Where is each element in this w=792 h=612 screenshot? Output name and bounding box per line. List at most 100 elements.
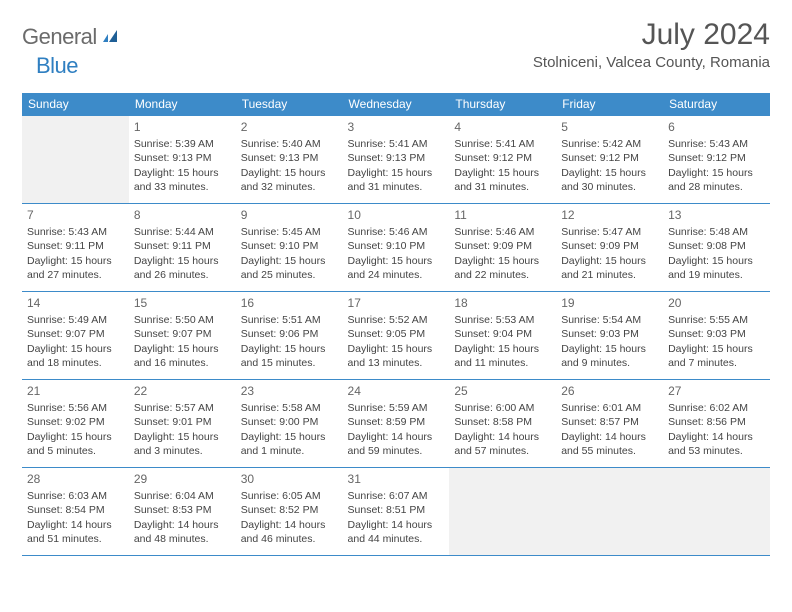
calendar-cell: 22Sunrise: 5:57 AMSunset: 9:01 PMDayligh… xyxy=(129,380,236,468)
sunset-line: Sunset: 9:10 PM xyxy=(241,239,338,253)
sunrise-line: Sunrise: 5:54 AM xyxy=(561,313,658,327)
calendar-cell: 3Sunrise: 5:41 AMSunset: 9:13 PMDaylight… xyxy=(343,116,450,204)
calendar-row: 14Sunrise: 5:49 AMSunset: 9:07 PMDayligh… xyxy=(22,292,770,380)
weekday-header: Saturday xyxy=(663,93,770,116)
calendar-cell: 30Sunrise: 6:05 AMSunset: 8:52 PMDayligh… xyxy=(236,468,343,556)
day-number: 7 xyxy=(27,207,124,223)
sunset-line: Sunset: 9:13 PM xyxy=(241,151,338,165)
calendar-row: 28Sunrise: 6:03 AMSunset: 8:54 PMDayligh… xyxy=(22,468,770,556)
day-number: 1 xyxy=(134,119,231,135)
calendar-row: 1Sunrise: 5:39 AMSunset: 9:13 PMDaylight… xyxy=(22,116,770,204)
day-number: 3 xyxy=(348,119,445,135)
sunset-line: Sunset: 9:03 PM xyxy=(668,327,765,341)
day-number: 18 xyxy=(454,295,551,311)
calendar-cell: 4Sunrise: 5:41 AMSunset: 9:12 PMDaylight… xyxy=(449,116,556,204)
sunset-line: Sunset: 9:13 PM xyxy=(134,151,231,165)
sunrise-line: Sunrise: 5:52 AM xyxy=(348,313,445,327)
sunset-line: Sunset: 8:58 PM xyxy=(454,415,551,429)
sunrise-line: Sunrise: 6:00 AM xyxy=(454,401,551,415)
sunrise-line: Sunrise: 5:53 AM xyxy=(454,313,551,327)
day-number: 22 xyxy=(134,383,231,399)
sunset-line: Sunset: 9:06 PM xyxy=(241,327,338,341)
logo-text-blue: Blue xyxy=(36,53,78,78)
calendar-cell: 8Sunrise: 5:44 AMSunset: 9:11 PMDaylight… xyxy=(129,204,236,292)
sunrise-line: Sunrise: 5:46 AM xyxy=(348,225,445,239)
day-number: 6 xyxy=(668,119,765,135)
day-number: 20 xyxy=(668,295,765,311)
calendar-cell: 26Sunrise: 6:01 AMSunset: 8:57 PMDayligh… xyxy=(556,380,663,468)
month-title: July 2024 xyxy=(533,18,770,52)
chart-icon xyxy=(101,26,121,49)
weekday-header-row: Sunday Monday Tuesday Wednesday Thursday… xyxy=(22,93,770,116)
sunset-line: Sunset: 8:52 PM xyxy=(241,503,338,517)
daylight-line: Daylight: 14 hours and 53 minutes. xyxy=(668,430,765,458)
calendar-cell: 10Sunrise: 5:46 AMSunset: 9:10 PMDayligh… xyxy=(343,204,450,292)
calendar-cell: 9Sunrise: 5:45 AMSunset: 9:10 PMDaylight… xyxy=(236,204,343,292)
day-number: 31 xyxy=(348,471,445,487)
day-number: 13 xyxy=(668,207,765,223)
sunset-line: Sunset: 9:10 PM xyxy=(348,239,445,253)
daylight-line: Daylight: 15 hours and 32 minutes. xyxy=(241,166,338,194)
daylight-line: Daylight: 15 hours and 21 minutes. xyxy=(561,254,658,282)
weekday-header: Wednesday xyxy=(343,93,450,116)
sunset-line: Sunset: 9:11 PM xyxy=(134,239,231,253)
daylight-line: Daylight: 15 hours and 33 minutes. xyxy=(134,166,231,194)
calendar-cell: 6Sunrise: 5:43 AMSunset: 9:12 PMDaylight… xyxy=(663,116,770,204)
sunset-line: Sunset: 9:00 PM xyxy=(241,415,338,429)
calendar-cell: 16Sunrise: 5:51 AMSunset: 9:06 PMDayligh… xyxy=(236,292,343,380)
logo-text-general: General xyxy=(22,24,97,50)
day-number: 25 xyxy=(454,383,551,399)
calendar-cell: 24Sunrise: 5:59 AMSunset: 8:59 PMDayligh… xyxy=(343,380,450,468)
weekday-header: Tuesday xyxy=(236,93,343,116)
daylight-line: Daylight: 14 hours and 44 minutes. xyxy=(348,518,445,546)
daylight-line: Daylight: 15 hours and 22 minutes. xyxy=(454,254,551,282)
day-number: 12 xyxy=(561,207,658,223)
calendar-cell: 20Sunrise: 5:55 AMSunset: 9:03 PMDayligh… xyxy=(663,292,770,380)
calendar-cell xyxy=(449,468,556,556)
day-number: 15 xyxy=(134,295,231,311)
sunset-line: Sunset: 9:08 PM xyxy=(668,239,765,253)
day-number: 16 xyxy=(241,295,338,311)
calendar-row: 21Sunrise: 5:56 AMSunset: 9:02 PMDayligh… xyxy=(22,380,770,468)
sunset-line: Sunset: 9:07 PM xyxy=(134,327,231,341)
sunset-line: Sunset: 9:01 PM xyxy=(134,415,231,429)
day-number: 24 xyxy=(348,383,445,399)
calendar-cell: 18Sunrise: 5:53 AMSunset: 9:04 PMDayligh… xyxy=(449,292,556,380)
sunset-line: Sunset: 9:09 PM xyxy=(561,239,658,253)
sunrise-line: Sunrise: 5:59 AM xyxy=(348,401,445,415)
sunset-line: Sunset: 9:05 PM xyxy=(348,327,445,341)
sunrise-line: Sunrise: 6:07 AM xyxy=(348,489,445,503)
sunset-line: Sunset: 9:04 PM xyxy=(454,327,551,341)
sunset-line: Sunset: 9:02 PM xyxy=(27,415,124,429)
sunrise-line: Sunrise: 5:49 AM xyxy=(27,313,124,327)
sunset-line: Sunset: 9:13 PM xyxy=(348,151,445,165)
daylight-line: Daylight: 14 hours and 46 minutes. xyxy=(241,518,338,546)
calendar-cell: 27Sunrise: 6:02 AMSunset: 8:56 PMDayligh… xyxy=(663,380,770,468)
sunset-line: Sunset: 9:12 PM xyxy=(668,151,765,165)
sunrise-line: Sunrise: 6:01 AM xyxy=(561,401,658,415)
day-number: 23 xyxy=(241,383,338,399)
day-number: 2 xyxy=(241,119,338,135)
calendar-cell: 2Sunrise: 5:40 AMSunset: 9:13 PMDaylight… xyxy=(236,116,343,204)
day-number: 29 xyxy=(134,471,231,487)
calendar-body: 1Sunrise: 5:39 AMSunset: 9:13 PMDaylight… xyxy=(22,116,770,556)
daylight-line: Daylight: 14 hours and 55 minutes. xyxy=(561,430,658,458)
calendar-cell: 19Sunrise: 5:54 AMSunset: 9:03 PMDayligh… xyxy=(556,292,663,380)
calendar-cell: 15Sunrise: 5:50 AMSunset: 9:07 PMDayligh… xyxy=(129,292,236,380)
logo: General xyxy=(22,18,123,50)
calendar-cell: 21Sunrise: 5:56 AMSunset: 9:02 PMDayligh… xyxy=(22,380,129,468)
sunrise-line: Sunrise: 6:02 AM xyxy=(668,401,765,415)
sunrise-line: Sunrise: 5:46 AM xyxy=(454,225,551,239)
sunrise-line: Sunrise: 6:05 AM xyxy=(241,489,338,503)
sunrise-line: Sunrise: 5:43 AM xyxy=(668,137,765,151)
daylight-line: Daylight: 15 hours and 5 minutes. xyxy=(27,430,124,458)
daylight-line: Daylight: 15 hours and 26 minutes. xyxy=(134,254,231,282)
sunset-line: Sunset: 9:03 PM xyxy=(561,327,658,341)
day-number: 8 xyxy=(134,207,231,223)
day-number: 4 xyxy=(454,119,551,135)
calendar-cell: 17Sunrise: 5:52 AMSunset: 9:05 PMDayligh… xyxy=(343,292,450,380)
calendar-cell: 31Sunrise: 6:07 AMSunset: 8:51 PMDayligh… xyxy=(343,468,450,556)
daylight-line: Daylight: 15 hours and 15 minutes. xyxy=(241,342,338,370)
calendar-cell: 23Sunrise: 5:58 AMSunset: 9:00 PMDayligh… xyxy=(236,380,343,468)
weekday-header: Monday xyxy=(129,93,236,116)
